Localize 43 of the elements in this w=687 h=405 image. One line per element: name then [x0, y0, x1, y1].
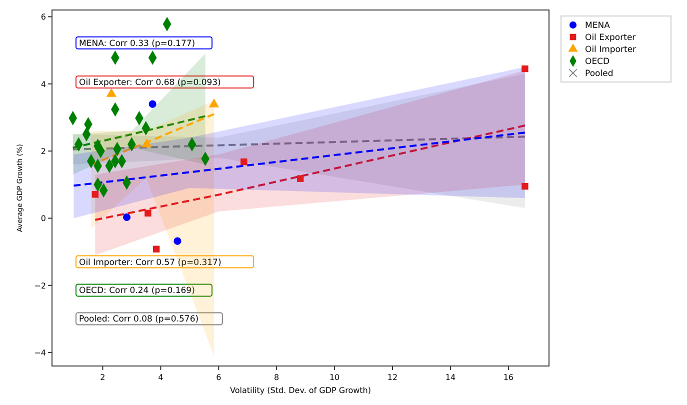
point	[522, 65, 528, 72]
point	[92, 191, 99, 198]
x-tick-label: 14	[445, 373, 456, 382]
y-tick-label: −2	[34, 281, 46, 290]
x-tick-label: 10	[329, 373, 340, 382]
label-frame: Pooled: Corr 0.08 (p=0.576)	[76, 312, 223, 326]
x-tick-label: 2	[100, 373, 106, 382]
y-tick-label: 2	[40, 147, 46, 156]
point	[122, 213, 131, 221]
legend-label: OECD	[585, 57, 610, 67]
legend-label: Pooled	[585, 69, 614, 79]
point	[148, 100, 156, 108]
x-tick-label: 8	[274, 373, 280, 382]
point	[174, 237, 182, 245]
y-tick-label: 6	[40, 12, 46, 22]
x-tick-label: 12	[387, 373, 398, 382]
legend-label: Oil Importer	[585, 45, 637, 55]
legend-label: MENA	[585, 21, 610, 31]
annotation: OECD: Corr 0.24 (p=0.169)	[79, 286, 195, 296]
point	[144, 210, 152, 217]
point	[208, 98, 220, 108]
point	[142, 138, 152, 148]
point	[106, 88, 117, 97]
annotation: Pooled: Corr 0.08 (p=0.576)	[79, 314, 199, 325]
point	[522, 182, 528, 190]
label-frame: MENA: Corr 0.33 (p=0.177)	[76, 36, 212, 50]
point	[297, 175, 304, 182]
annotation: Oil Importer: Corr 0.57 (p=0.317)	[79, 258, 222, 268]
x-tick-label: 16	[503, 373, 514, 382]
x-tick-label: 6	[216, 373, 222, 382]
annotation: MENA: Corr 0.33 (p=0.177)	[79, 38, 196, 49]
annotation: Oil Exporter: Corr 0.68 (p=0.093)	[79, 78, 221, 88]
point	[152, 246, 160, 252]
y-tick-label: 4	[40, 80, 46, 89]
label-frame: Oil Importer: Corr 0.57 (p=0.317)	[76, 255, 254, 268]
y-tick-label: 0	[40, 214, 46, 224]
label-frame: Oil Exporter: Corr 0.68 (p=0.093)	[76, 75, 254, 88]
point	[240, 158, 248, 166]
label-frame: OECD: Corr 0.24 (p=0.169)	[76, 284, 212, 297]
y-tick-label: −4	[34, 348, 46, 358]
legend-label: Oil Exporter	[585, 33, 636, 43]
x-axis-title: Volatility (Std. Dev. of GDP Growth)	[230, 386, 371, 395]
x-tick-label: 4	[158, 373, 164, 382]
